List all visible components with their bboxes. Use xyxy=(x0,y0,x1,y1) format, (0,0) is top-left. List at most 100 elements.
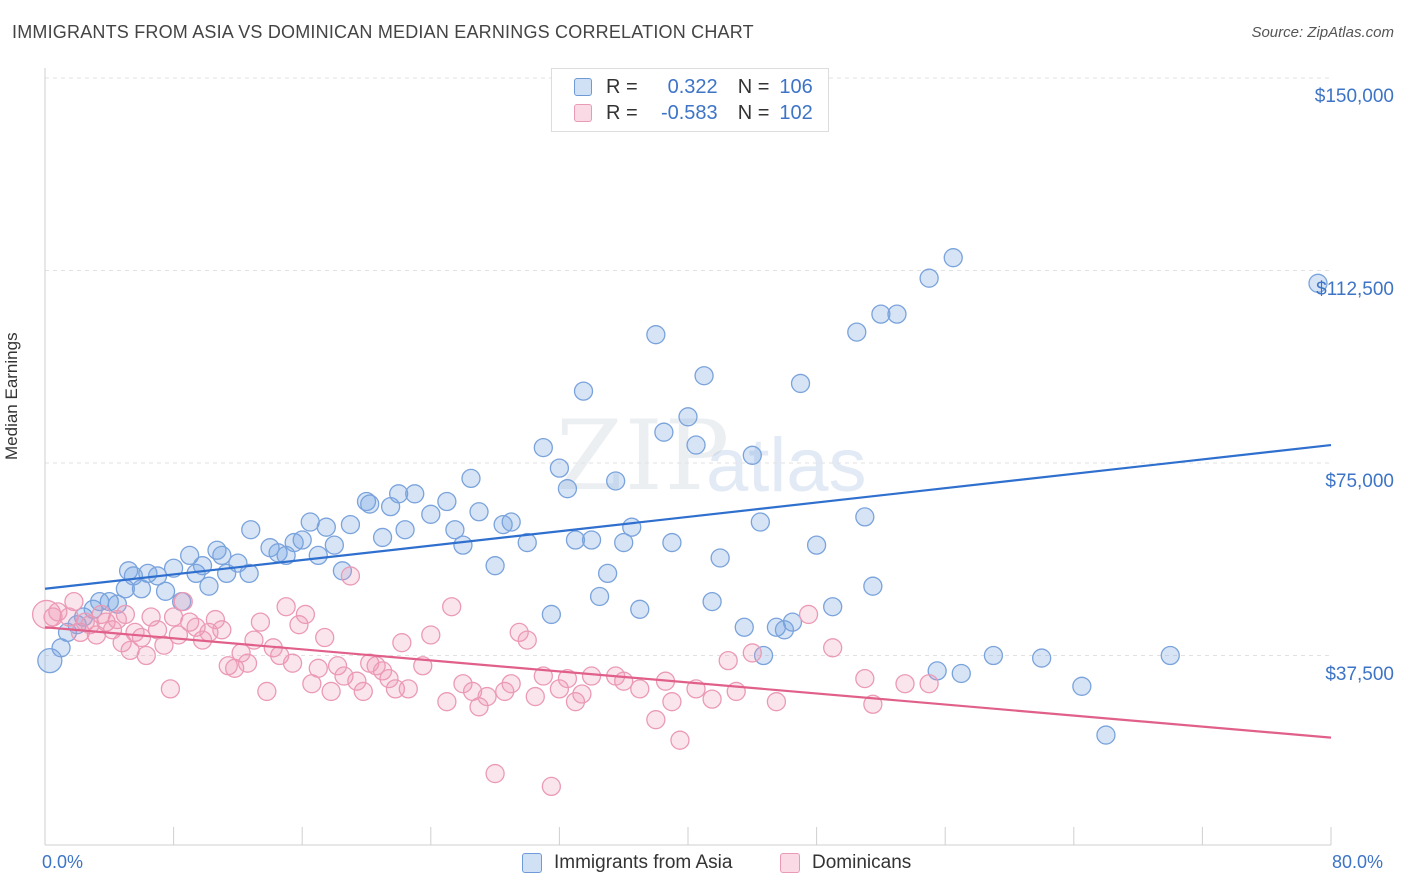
asia-point xyxy=(421,504,441,524)
dominican-point xyxy=(437,692,457,712)
dominican-point xyxy=(477,686,497,707)
dominican-point xyxy=(136,645,156,666)
dominican-point xyxy=(392,633,412,653)
asia-point xyxy=(372,527,393,548)
asia-point xyxy=(1072,676,1092,696)
asia-point xyxy=(806,535,827,555)
dominican-point xyxy=(718,650,738,671)
dominican-point xyxy=(70,622,91,643)
dominican-point xyxy=(212,620,232,640)
asia-point xyxy=(461,468,481,489)
dominican-point xyxy=(64,591,84,612)
legend-label-dominican: Dominicans xyxy=(812,852,912,873)
dominican-point xyxy=(495,681,515,702)
dominican-point xyxy=(315,627,335,648)
legend-item-dominican[interactable]: Dominicans xyxy=(780,852,911,874)
asia-point xyxy=(292,530,312,550)
asia-point xyxy=(887,304,907,324)
dominican-point xyxy=(895,674,915,694)
asia-point xyxy=(445,520,465,540)
dominican-point xyxy=(421,625,441,645)
asia-point xyxy=(388,484,409,504)
asia-point xyxy=(300,512,320,532)
dominican-point xyxy=(742,643,762,663)
y-tick-label: $37,500 xyxy=(1325,663,1394,685)
asia-point xyxy=(951,663,971,684)
asia-point xyxy=(823,597,843,617)
dominican-point xyxy=(327,656,348,676)
dominican-point xyxy=(160,679,181,699)
asia-point xyxy=(356,491,377,512)
dominican-point xyxy=(670,730,690,750)
asia-point xyxy=(163,558,184,578)
trend-lines xyxy=(44,443,1332,739)
dominican-point xyxy=(115,604,136,625)
dominican-points xyxy=(31,566,939,797)
dominican-point xyxy=(485,763,505,784)
asia-point xyxy=(405,484,425,504)
asia-point xyxy=(694,366,714,386)
dominican-point xyxy=(48,602,68,622)
asia-point xyxy=(919,268,939,288)
dominican-point xyxy=(282,653,303,673)
swatch-dominican xyxy=(574,104,592,122)
axes xyxy=(44,68,1332,846)
asia-point xyxy=(581,530,602,550)
asia-point xyxy=(606,471,626,491)
chart-title: IMMIGRANTS FROM ASIA VS DOMINICAN MEDIAN… xyxy=(12,22,754,42)
legend-swatch-asia xyxy=(522,853,542,873)
dominican-point xyxy=(96,612,116,632)
legend-item-asia[interactable]: Immigrants from Asia xyxy=(522,852,732,874)
asia-point xyxy=(678,407,698,427)
legend-swatch-dominican xyxy=(780,853,800,873)
dominican-point xyxy=(541,776,562,797)
dominican-point xyxy=(557,668,578,689)
dominican-point xyxy=(823,638,843,658)
r-value: -0.583 xyxy=(660,101,718,124)
asia-point xyxy=(597,563,618,584)
asia-point xyxy=(646,325,666,345)
dominican-point xyxy=(321,681,341,702)
asia-point xyxy=(630,599,650,619)
asia-point xyxy=(847,322,867,342)
asia-point xyxy=(517,532,537,553)
asia-point xyxy=(453,535,473,555)
asia-point xyxy=(557,479,578,499)
dominican-point xyxy=(173,591,193,612)
stats-row-dominican: R = -0.583 N = 102 xyxy=(574,101,813,125)
asia-point xyxy=(180,545,200,566)
dominican-point xyxy=(257,681,277,702)
n-label: N = xyxy=(737,75,770,98)
dominican-point xyxy=(501,674,521,694)
swatch-asia xyxy=(574,78,592,96)
x-tick-min: 0.0% xyxy=(42,852,84,872)
asia-point xyxy=(1096,725,1116,745)
asia-point xyxy=(1308,273,1328,293)
dominican-point xyxy=(379,668,399,689)
asia-point xyxy=(871,304,891,324)
asia-point xyxy=(863,576,883,596)
stats-row-asia: R = 0.322 N = 106 xyxy=(574,75,813,99)
dominican-point xyxy=(163,607,184,627)
r-label: R = xyxy=(606,75,638,98)
dominican-point xyxy=(180,612,200,632)
dominican-point xyxy=(453,674,473,694)
r-label: R = xyxy=(606,101,638,124)
x-tick-max: 80.0% xyxy=(1332,852,1384,872)
y-axis-title: Median Earnings xyxy=(2,332,21,460)
watermark-zip: ZIP xyxy=(556,400,732,512)
dominican-point xyxy=(469,697,489,717)
dominican-point xyxy=(413,656,433,676)
asia-point xyxy=(782,612,803,632)
asia-point xyxy=(710,548,730,568)
asia-point xyxy=(360,494,380,514)
dominican-point xyxy=(662,692,682,712)
n-label: N = xyxy=(737,101,770,124)
asia-point xyxy=(155,581,176,601)
n-value: 102 xyxy=(779,101,813,124)
n-value: 106 xyxy=(779,75,813,98)
asia-point xyxy=(324,535,345,555)
asia-point xyxy=(622,517,642,537)
watermark-atlas: atlas xyxy=(706,423,867,508)
